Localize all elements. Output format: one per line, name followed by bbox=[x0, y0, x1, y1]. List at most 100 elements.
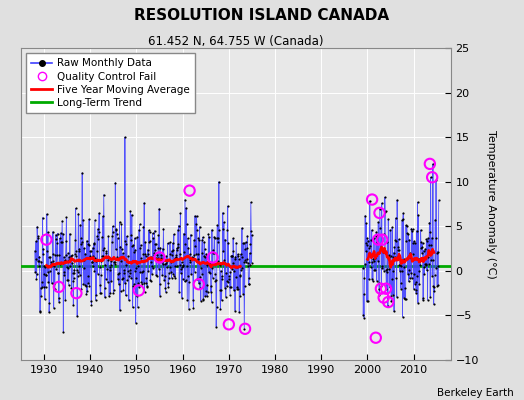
Point bbox=[175, 289, 183, 296]
Point bbox=[219, 210, 227, 216]
Point bbox=[157, 256, 165, 263]
Point bbox=[240, 326, 248, 332]
Point bbox=[69, 277, 77, 284]
Point bbox=[200, 239, 209, 245]
Point bbox=[380, 231, 389, 237]
Point bbox=[81, 250, 90, 257]
Point bbox=[196, 274, 204, 280]
Point bbox=[362, 240, 370, 246]
Point bbox=[30, 248, 39, 254]
Point bbox=[245, 281, 253, 288]
Point bbox=[244, 263, 253, 269]
Point bbox=[423, 297, 432, 303]
Point bbox=[359, 291, 368, 298]
Point bbox=[361, 212, 369, 219]
Point bbox=[74, 210, 82, 217]
Point bbox=[392, 294, 401, 300]
Point bbox=[408, 274, 416, 281]
Point bbox=[115, 219, 124, 225]
Point bbox=[370, 254, 379, 261]
Point bbox=[211, 235, 219, 242]
Point bbox=[44, 279, 52, 286]
Point bbox=[198, 270, 206, 277]
Point bbox=[134, 280, 142, 286]
Point bbox=[107, 258, 115, 264]
Point bbox=[125, 269, 134, 276]
Point bbox=[194, 281, 203, 288]
Point bbox=[377, 286, 385, 292]
Point bbox=[85, 216, 93, 223]
Point bbox=[118, 275, 127, 281]
Point bbox=[92, 258, 100, 264]
Point bbox=[123, 233, 131, 240]
Point bbox=[143, 284, 151, 290]
Point bbox=[167, 259, 176, 266]
Point bbox=[100, 245, 108, 251]
Point bbox=[237, 254, 246, 260]
Point bbox=[183, 262, 191, 269]
Point bbox=[416, 256, 424, 262]
Point bbox=[134, 262, 143, 269]
Point bbox=[89, 262, 97, 269]
Point bbox=[145, 227, 153, 234]
Point bbox=[150, 252, 158, 258]
Point bbox=[394, 243, 402, 250]
Point bbox=[173, 262, 181, 269]
Point bbox=[177, 266, 185, 272]
Point bbox=[138, 269, 146, 275]
Point bbox=[152, 272, 161, 279]
Point bbox=[148, 263, 157, 269]
Point bbox=[360, 314, 368, 321]
Point bbox=[127, 232, 136, 238]
Point bbox=[401, 295, 410, 302]
Point bbox=[208, 299, 216, 305]
Point bbox=[112, 246, 120, 252]
Point bbox=[179, 263, 188, 269]
Point bbox=[384, 299, 392, 305]
Point bbox=[169, 247, 178, 254]
Point bbox=[147, 278, 155, 284]
Point bbox=[61, 257, 69, 263]
Point bbox=[430, 288, 439, 294]
Point bbox=[86, 248, 94, 254]
Point bbox=[384, 216, 392, 222]
Point bbox=[230, 268, 238, 274]
Point bbox=[390, 253, 399, 260]
Text: RESOLUTION ISLAND CANADA: RESOLUTION ISLAND CANADA bbox=[135, 8, 389, 23]
Point bbox=[122, 292, 130, 299]
Point bbox=[196, 298, 205, 304]
Point bbox=[405, 236, 413, 243]
Point bbox=[242, 239, 250, 245]
Point bbox=[163, 258, 171, 264]
Point bbox=[50, 281, 59, 287]
Point bbox=[181, 276, 190, 283]
Point bbox=[203, 282, 212, 288]
Point bbox=[128, 304, 137, 310]
Point bbox=[58, 218, 67, 224]
Point bbox=[99, 253, 107, 260]
Point bbox=[202, 262, 211, 268]
Point bbox=[238, 225, 246, 231]
Point bbox=[68, 260, 77, 266]
Point bbox=[400, 264, 409, 270]
Point bbox=[241, 246, 249, 252]
Point bbox=[31, 268, 39, 275]
Point bbox=[92, 297, 100, 303]
Point bbox=[200, 246, 209, 252]
Point bbox=[190, 269, 199, 275]
Point bbox=[412, 286, 421, 293]
Point bbox=[90, 240, 98, 246]
Point bbox=[70, 270, 79, 276]
Point bbox=[165, 275, 173, 281]
Point bbox=[206, 288, 215, 295]
Point bbox=[381, 208, 390, 214]
Point bbox=[80, 265, 88, 271]
Point bbox=[367, 264, 376, 270]
Point bbox=[68, 270, 77, 277]
Point bbox=[216, 306, 225, 312]
Point bbox=[91, 255, 100, 261]
Point bbox=[383, 238, 391, 245]
Point bbox=[73, 313, 81, 320]
Point bbox=[184, 306, 193, 312]
Point bbox=[359, 312, 367, 318]
